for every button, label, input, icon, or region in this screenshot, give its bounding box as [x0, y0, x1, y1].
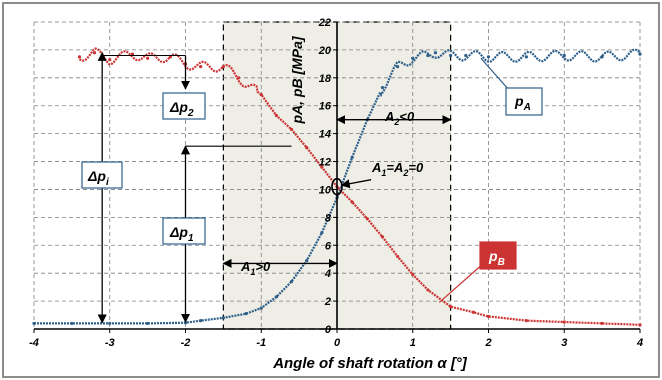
data-point-pA: [411, 56, 415, 60]
data-point-pA: [305, 259, 309, 263]
dp2-label: Δp2: [169, 99, 194, 119]
data-point-pA: [108, 321, 112, 326]
data-point-pB: [350, 200, 354, 204]
dp1-label: Δp1: [169, 224, 194, 244]
y-tick-label: 2: [324, 296, 331, 308]
data-point-pA: [244, 312, 248, 316]
a1-a2-equal-arrow: [340, 179, 372, 189]
y-tick-label: 0: [325, 324, 332, 336]
data-point-pB: [199, 65, 203, 69]
data-point-pB: [365, 217, 369, 221]
data-point-pA: [274, 295, 278, 299]
data-point-pA: [524, 55, 528, 59]
data-point-pB: [289, 127, 294, 132]
data-point-pB: [93, 51, 97, 55]
y-tick-label: 16: [319, 101, 332, 113]
series-line-pA: [34, 48, 641, 325]
data-point-pA: [320, 231, 324, 235]
data-point-pA: [486, 55, 491, 59]
data-point-pA: [464, 53, 468, 58]
data-point-pB: [130, 52, 135, 56]
data-point-pB: [221, 65, 225, 69]
data-point-pB: [524, 319, 528, 323]
data-point-pB: [411, 272, 415, 277]
pb-box: pB: [479, 241, 517, 270]
data-point-pA: [221, 316, 225, 320]
data-point-pA: [562, 53, 566, 58]
data-point-pA: [32, 321, 36, 326]
data-point-pA: [199, 319, 203, 323]
y-tick-label: 22: [318, 17, 331, 29]
x-tick-label: 4: [636, 337, 643, 349]
x-tick-label: 0: [334, 337, 341, 349]
pa-pointer-line: [480, 57, 510, 91]
data-point-pA: [600, 55, 604, 59]
pb-label: pB: [488, 248, 505, 268]
data-point-pB: [486, 314, 491, 319]
data-point-pA: [289, 279, 294, 284]
y-tick-label: 14: [319, 129, 331, 141]
series-pB: [77, 47, 642, 327]
data-point-pA: [638, 52, 642, 56]
data-point-pB: [562, 320, 566, 324]
data-point-pB: [146, 56, 150, 60]
dpi-box: Δpi: [81, 161, 123, 189]
data-point-pB: [449, 305, 453, 309]
y-tick-label: 12: [319, 157, 331, 169]
data-point-pB: [168, 55, 172, 59]
y-tick-label: 4: [324, 268, 331, 280]
data-point-pB: [108, 58, 112, 62]
y-axis-label: pA, pB [MPa]: [289, 35, 305, 124]
data-point-pB: [320, 165, 324, 169]
crossing-ellipse: [331, 177, 343, 196]
pa-label: pA: [514, 93, 531, 113]
y-tick-label: 20: [318, 45, 332, 57]
series-line-pB: [78, 47, 640, 326]
x-tick-label: 1: [410, 337, 416, 349]
pb-pointer-line: [438, 262, 485, 303]
data-point-pA: [350, 155, 354, 159]
y-tick-label: 8: [325, 212, 332, 224]
data-point-pB: [77, 55, 82, 59]
x-axis-label: Angle of shaft rotation α [°]: [272, 355, 468, 372]
data-point-pB: [426, 288, 430, 292]
y-tick-label: 18: [319, 73, 332, 85]
data-point-pB: [471, 310, 475, 314]
data-point-pB: [638, 323, 642, 327]
data-point-pB: [305, 145, 309, 150]
x-tick-label: 2: [484, 337, 491, 349]
data-point-pB: [380, 235, 385, 239]
x-tick-label: -3: [105, 337, 115, 349]
data-point-pB: [274, 113, 278, 118]
x-tick-label: -4: [29, 337, 39, 349]
data-point-pA: [70, 321, 74, 326]
data-point-pA: [433, 51, 438, 55]
x-tick-label: -2: [181, 337, 191, 349]
data-point-pA: [426, 53, 430, 58]
a2-label: A2<0: [384, 109, 415, 127]
data-point-pB: [259, 92, 263, 97]
x-tick-label: -1: [256, 337, 266, 349]
data-point-pA: [380, 85, 385, 90]
a1-a2-equal-label: A1=A2=0: [371, 160, 424, 178]
data-point-pA: [146, 321, 150, 326]
data-point-pB: [600, 321, 604, 326]
a1-label: A1>0: [240, 259, 271, 277]
pa-box: pA: [505, 87, 543, 116]
data-point-pA: [259, 306, 263, 310]
x-tick-label: 3: [561, 337, 567, 349]
dp1-box: Δp1: [162, 217, 206, 245]
dp2-box: Δp2: [162, 92, 206, 120]
dpi-label: Δpi: [87, 168, 109, 188]
y-tick-label: 6: [325, 240, 332, 252]
data-point-pB: [396, 254, 400, 259]
y-tick-label: 10: [319, 184, 332, 196]
data-point-pA: [449, 53, 453, 58]
data-point-pB: [236, 76, 241, 80]
data-point-pA: [396, 65, 400, 69]
